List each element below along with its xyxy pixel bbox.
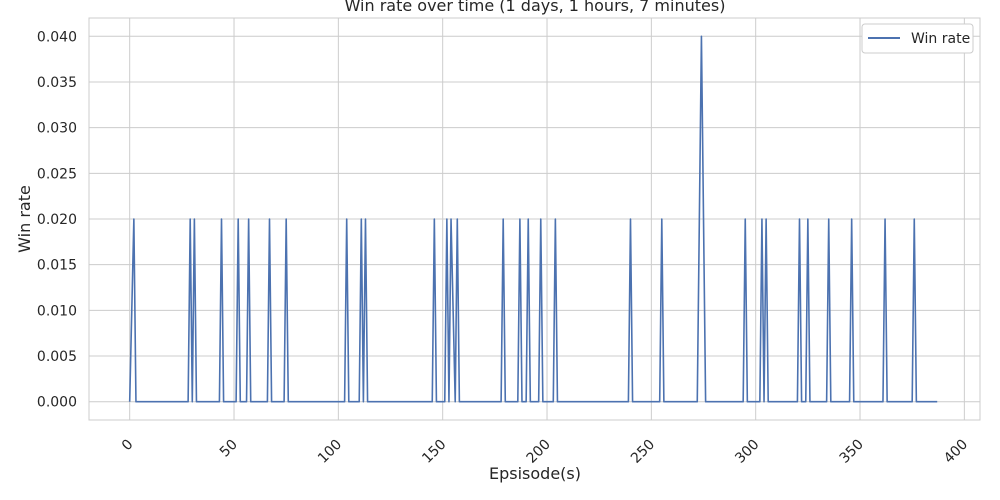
y-tick-label: 0.000 (37, 395, 77, 411)
x-tick-label: 50 (217, 437, 241, 461)
y-axis-title: Win rate (15, 185, 34, 253)
y-tick-label: 0.030 (37, 121, 77, 137)
x-tick-label: 250 (628, 437, 658, 467)
x-tick-label: 300 (732, 437, 762, 467)
legend-label: Win rate (911, 31, 970, 47)
y-tick-label: 0.040 (37, 29, 77, 45)
x-tick-label: 150 (419, 437, 449, 467)
plot-frame (88, 17, 981, 421)
y-tick-label: 0.035 (37, 75, 77, 91)
x-tick-label: 400 (941, 437, 971, 467)
legend: Win rate (861, 23, 974, 54)
x-tick-label: 100 (315, 437, 345, 467)
y-tick-label: 0.005 (37, 349, 77, 365)
x-tick-label: 200 (524, 437, 554, 467)
legend-box (861, 23, 974, 54)
chart-title: Win rate over time (1 days, 1 hours, 7 m… (345, 0, 726, 15)
y-tick-label: 0.015 (37, 258, 77, 274)
y-tick-label: 0.025 (37, 166, 77, 182)
series-line-win-rate (128, 35, 938, 403)
x-axis: 0 50 100 150 200 250 300 350 400 (119, 437, 971, 467)
y-tick-label: 0.020 (37, 212, 77, 228)
y-tick-label: 0.010 (37, 303, 77, 319)
x-tick-label: 350 (837, 437, 867, 467)
x-axis-title: Epsisode(s) (489, 464, 581, 483)
x-tick-label: 0 (119, 437, 137, 455)
y-axis: 0.000 0.005 0.010 0.015 0.020 0.025 0.030 0.035… (37, 29, 77, 410)
series-group (128, 35, 938, 403)
